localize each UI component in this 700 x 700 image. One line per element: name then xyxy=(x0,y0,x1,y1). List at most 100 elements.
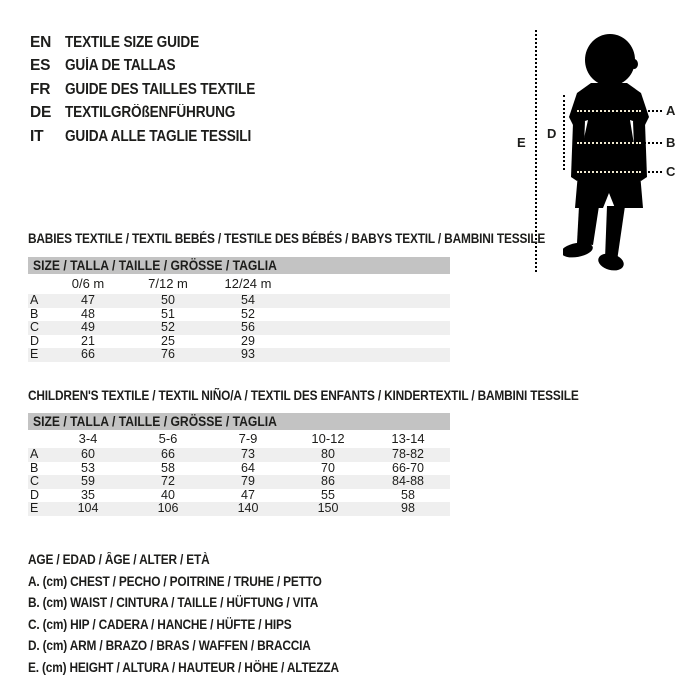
children-size-table: SIZE / TALLA / TAILLE / GRÖSSE / TAGLIA … xyxy=(28,413,450,516)
column-header: 12/24 m xyxy=(224,276,272,291)
table-cell: 58 xyxy=(161,460,175,475)
legend-line-height: E. (cm) HEIGHT / ALTURA / HAUTEUR / HÖHE… xyxy=(28,657,381,679)
table-row: A 60 66 73 80 78-82 xyxy=(28,447,450,462)
height-measure-line-e xyxy=(535,30,537,272)
row-label: E xyxy=(30,501,39,515)
babies-section-title-text: BABIES TEXTILE / TEXTIL BEBÉS / TESTILE … xyxy=(28,231,546,246)
row-label: A xyxy=(30,293,39,307)
table-cell: 70 xyxy=(321,460,335,475)
table-cell: 150 xyxy=(317,501,339,515)
row-label: A xyxy=(30,447,39,461)
table-cell: 80 xyxy=(321,447,335,461)
table-cell: 40 xyxy=(161,487,175,502)
language-code: DE xyxy=(30,104,52,122)
table-cell: 56 xyxy=(241,320,255,334)
legend-line-hip: C. (cm) HIP / CADERA / HANCHE / HÜFTE / … xyxy=(28,614,381,636)
language-row-it: IT GUIDA ALLE TAGLIE TESSILI xyxy=(30,125,281,149)
hip-measure-leader-c xyxy=(641,171,662,173)
legend-text: E. (cm) HEIGHT / ALTURA / HAUTEUR / HÖHE… xyxy=(28,659,339,675)
table-cell: 64 xyxy=(241,460,255,475)
table-cell: 60 xyxy=(81,447,95,461)
waist-measure-leader-b xyxy=(641,142,662,144)
language-row-en: EN TEXTILE SIZE GUIDE xyxy=(30,31,281,55)
language-code: IT xyxy=(30,127,44,145)
legend-line-waist: B. (cm) WAIST / CINTURA / TAILLE / HÜFTU… xyxy=(28,592,381,614)
measure-label-b: B xyxy=(666,135,676,150)
table-cell: 66 xyxy=(81,347,95,361)
measure-label-a: A xyxy=(666,103,676,118)
legend-text: B. (cm) WAIST / CINTURA / TAILLE / HÜFTU… xyxy=(28,595,319,610)
column-header: 7/12 m xyxy=(148,276,188,291)
table-cell: 53 xyxy=(81,460,95,475)
table-cell: 55 xyxy=(321,487,335,502)
table-cell: 51 xyxy=(161,306,175,321)
language-title: GUIDA ALLE TAGLIE TESSILI xyxy=(65,127,252,145)
legend-line-arm: D. (cm) ARM / BRAZO / BRAS / WAFFEN / BR… xyxy=(28,635,381,657)
children-section-title-text: CHILDREN'S TEXTILE / TEXTIL NIÑO/A / TEX… xyxy=(28,388,579,403)
table-cell: 78-82 xyxy=(392,447,424,461)
table-cell: 52 xyxy=(241,306,255,321)
size-header-label: SIZE / TALLA / TAILLE / GRÖSSE / TAGLIA xyxy=(33,414,277,429)
table-cell: 66 xyxy=(161,447,175,461)
table-row: E 66 76 93 xyxy=(28,347,450,362)
table-cell: 47 xyxy=(241,487,255,502)
table-cell: 48 xyxy=(81,306,95,321)
row-label: D xyxy=(30,333,40,348)
language-code: FR xyxy=(30,80,51,98)
size-header-bar: SIZE / TALLA / TAILLE / GRÖSSE / TAGLIA xyxy=(28,257,450,274)
table-cell: 47 xyxy=(81,293,95,307)
hip-measure-line-c xyxy=(577,171,641,173)
children-section-title: CHILDREN'S TEXTILE / TEXTIL NIÑO/A / TEX… xyxy=(28,388,654,403)
row-label: B xyxy=(30,306,39,321)
language-code: ES xyxy=(30,57,51,75)
row-label: C xyxy=(30,474,40,488)
table-cell: 72 xyxy=(161,474,175,488)
table-cell: 35 xyxy=(81,487,95,502)
table-row: B 48 51 52 xyxy=(28,306,450,322)
table-cell: 66-70 xyxy=(392,460,424,475)
column-header: 0/6 m xyxy=(71,276,105,291)
chest-measure-line-a xyxy=(577,110,641,112)
table-cell: 104 xyxy=(77,501,99,515)
table-row: D 35 40 47 55 58 xyxy=(28,487,450,503)
row-label: C xyxy=(30,320,40,334)
language-title: GUÍA DE TALLAS xyxy=(65,57,176,75)
table-cell: 59 xyxy=(81,474,95,488)
legend-text: AGE / EDAD / ÂGE / ALTER / ETÀ xyxy=(28,552,210,567)
babies-size-table: SIZE / TALLA / TAILLE / GRÖSSE / TAGLIA … xyxy=(28,257,450,362)
chest-measure-leader-a xyxy=(641,110,662,112)
table-cell: 25 xyxy=(161,333,175,348)
table-row: E 104 106 140 150 98 xyxy=(28,501,450,516)
table-row: C 59 72 79 86 84-88 xyxy=(28,474,450,489)
language-title: TEXTILGRÖßENFÜHRUNG xyxy=(65,104,236,122)
table-cell: 79 xyxy=(241,474,255,488)
language-title: GUIDE DES TAILLES TEXTILE xyxy=(65,80,256,98)
language-row-es: ES GUÍA DE TALLAS xyxy=(30,55,281,79)
table-cell: 73 xyxy=(241,447,255,461)
table-cell: 86 xyxy=(321,474,335,488)
measure-label-e: E xyxy=(517,135,526,150)
table-cell: 52 xyxy=(161,320,175,334)
table-row: D 21 25 29 xyxy=(28,333,450,349)
language-code: EN xyxy=(30,33,52,51)
table-cell: 84-88 xyxy=(392,474,424,488)
table-cell: 93 xyxy=(241,347,255,361)
legend-line-age: AGE / EDAD / ÂGE / ALTER / ETÀ xyxy=(28,549,381,571)
table-cell: 106 xyxy=(157,501,179,515)
column-header: 13-14 xyxy=(391,431,425,446)
table-cell: 58 xyxy=(401,487,415,502)
row-label: D xyxy=(30,487,40,502)
arm-measure-line-d xyxy=(563,95,565,170)
language-title: TEXTILE SIZE GUIDE xyxy=(65,33,200,51)
column-header: 10-12 xyxy=(311,431,345,446)
measure-label-d: D xyxy=(547,126,557,141)
measure-label-c: C xyxy=(666,164,676,179)
legend-text: D. (cm) ARM / BRAZO / BRAS / WAFFEN / BR… xyxy=(28,638,311,653)
table-cell: 29 xyxy=(241,333,255,348)
size-header-bar: SIZE / TALLA / TAILLE / GRÖSSE / TAGLIA xyxy=(28,413,450,430)
child-silhouette-icon xyxy=(563,34,649,271)
table-cell: 98 xyxy=(401,501,415,515)
table-cell: 140 xyxy=(237,501,259,515)
measurement-legend: AGE / EDAD / ÂGE / ALTER / ETÀ A. (cm) C… xyxy=(28,549,381,678)
language-title-list: EN TEXTILE SIZE GUIDE ES GUÍA DE TALLAS … xyxy=(30,31,281,149)
